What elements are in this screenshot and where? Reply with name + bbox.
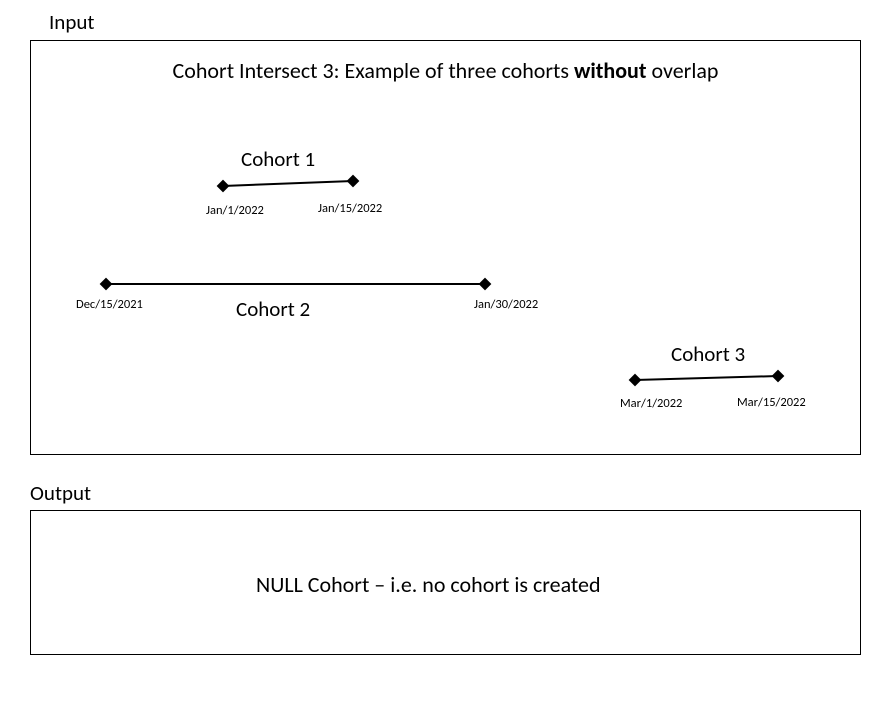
output-label: Output (30, 480, 91, 506)
cohort-3-end-date: Mar/15/2022 (737, 395, 806, 410)
cohort-3-timeline (31, 41, 862, 456)
output-box: NULL Cohort – i.e. no cohort is created (30, 510, 861, 655)
output-text: NULL Cohort – i.e. no cohort is created (256, 571, 601, 598)
cohort-3-start-date: Mar/1/2022 (620, 396, 682, 411)
input-label: Input (49, 9, 94, 35)
input-box: Cohort Intersect 3: Example of three coh… (30, 40, 861, 455)
